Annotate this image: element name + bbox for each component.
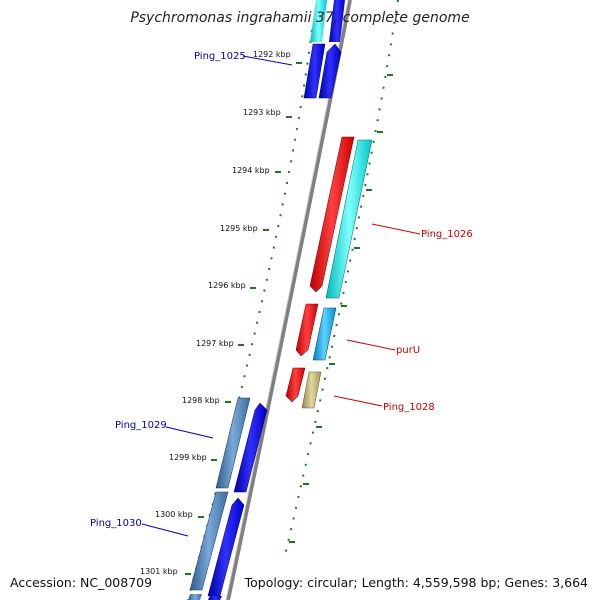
leader-ping-1026 [371,223,421,235]
tick-label: 1299 kbp [169,453,207,462]
leader-ping-1030 [141,523,189,537]
gene-label-ping-1028[interactable]: Ping_1028 [383,402,435,413]
inner-major-ticks [185,62,302,575]
tick-label: 1301 kbp [140,567,178,576]
tick-label: 1293 kbp [243,108,281,117]
leader-ping-1025 [242,55,293,66]
gene-top-pair[interactable] [310,0,345,42]
leader-ping-1029 [165,426,214,439]
gene-ping-1030[interactable] [189,491,245,597]
tick-label: 1298 kbp [182,396,220,405]
tick-label: 1300 kbp [155,510,193,519]
tick-label: 1297 kbp [196,339,234,348]
tick-label: 1292 kbp [253,50,291,59]
topology-text: Topology: circular; Length: 4,559,598 bp… [242,575,590,590]
gene-label-ping-1029[interactable]: Ping_1029 [115,420,167,431]
tick-label: 1295 kbp [220,224,258,233]
gene-ping-1028[interactable] [285,367,322,409]
gene-ping-1025[interactable] [303,43,342,99]
tick-label: 1296 kbp [208,281,246,290]
genome-title: Psychromonas ingrahamii 37, complete gen… [130,10,470,26]
gene-label-ping-1026[interactable]: Ping_1026 [421,229,473,240]
leader-ping-1028 [333,395,383,407]
tick-label: 1294 kbp [232,166,270,175]
accession-text: Accession: NC_008709 [8,575,155,590]
gene-purU[interactable] [295,303,337,361]
gene-bottom-fragment[interactable] [188,594,222,600]
gene-label-ping-1030[interactable]: Ping_1030 [90,518,142,529]
gene-ping-1029[interactable] [215,397,268,493]
gene-label-purU[interactable]: purU [396,345,420,356]
gene-label-ping-1025[interactable]: Ping_1025 [194,51,246,62]
outer-major-ticks [289,74,393,543]
leader-purU [346,339,396,351]
gene-ping-1026[interactable] [309,136,373,299]
